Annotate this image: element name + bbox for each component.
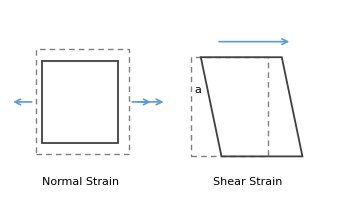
Text: a: a (194, 85, 201, 95)
Text: Shear Strain: Shear Strain (213, 177, 282, 187)
Text: Normal Strain: Normal Strain (42, 177, 119, 187)
